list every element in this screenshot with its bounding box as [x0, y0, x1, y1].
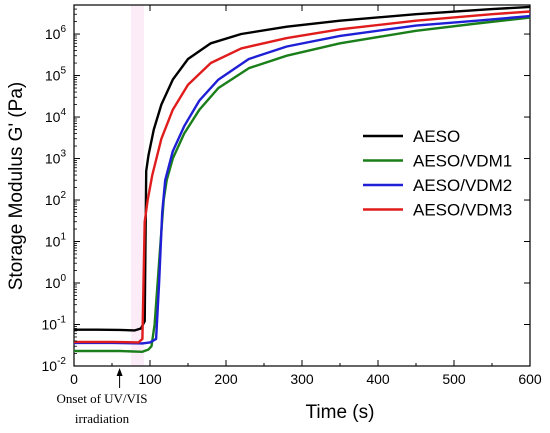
y-tick-label: 105	[45, 66, 67, 84]
annotation-line-1: Onset of UV/VIS	[57, 391, 148, 406]
series-line-aeso-vdm2	[74, 14, 531, 345]
x-axis-title: Time (s)	[306, 402, 375, 423]
annotation-arrowhead	[116, 368, 123, 376]
x-tick-label: 200	[214, 371, 238, 387]
series-line-aeso-vdm3	[74, 10, 531, 344]
x-tick-label: 600	[518, 371, 542, 387]
legend-label: AESO	[413, 127, 460, 146]
y-tick-label: 106	[45, 24, 67, 42]
y-axis-title: Storage Modulus G' (Pa)	[6, 82, 27, 291]
y-tick-label: 104	[45, 107, 67, 125]
x-tick-label: 300	[290, 371, 314, 387]
y-tick-label: 101	[45, 232, 67, 250]
y-tick-label: 10-1	[42, 315, 67, 333]
irradiation-shade	[131, 5, 144, 366]
y-axis-ticks: 10-2 10-1 100 101 102 103 104 105 106	[42, 4, 530, 374]
series-line-aeso-vdm1	[74, 16, 531, 353]
x-axis-ticks: 0 100 200 300 400 500 600	[70, 5, 542, 387]
series-lines	[74, 5, 531, 353]
y-tick-label: 103	[45, 149, 67, 167]
irradiation-band	[131, 5, 144, 366]
legend-label: AESO/VDM2	[413, 176, 512, 195]
x-tick-label: 500	[442, 371, 466, 387]
legend: AESO AESO/VDM1 AESO/VDM2 AESO/VDM3	[363, 127, 512, 220]
legend-label: AESO/VDM3	[413, 201, 512, 220]
x-tick-label: 100	[138, 371, 162, 387]
y-tick-label: 10-2	[42, 356, 67, 374]
annotation-line-2: irradiation	[75, 411, 130, 426]
y-tick-label: 102	[45, 190, 67, 208]
x-tick-label: 400	[366, 371, 390, 387]
x-tick-label: 0	[70, 371, 78, 387]
onset-annotation: Onset of UV/VIS irradiation	[57, 368, 148, 426]
series-line-aeso	[74, 5, 531, 332]
legend-label: AESO/VDM1	[413, 152, 512, 171]
y-tick-label: 100	[45, 273, 67, 291]
